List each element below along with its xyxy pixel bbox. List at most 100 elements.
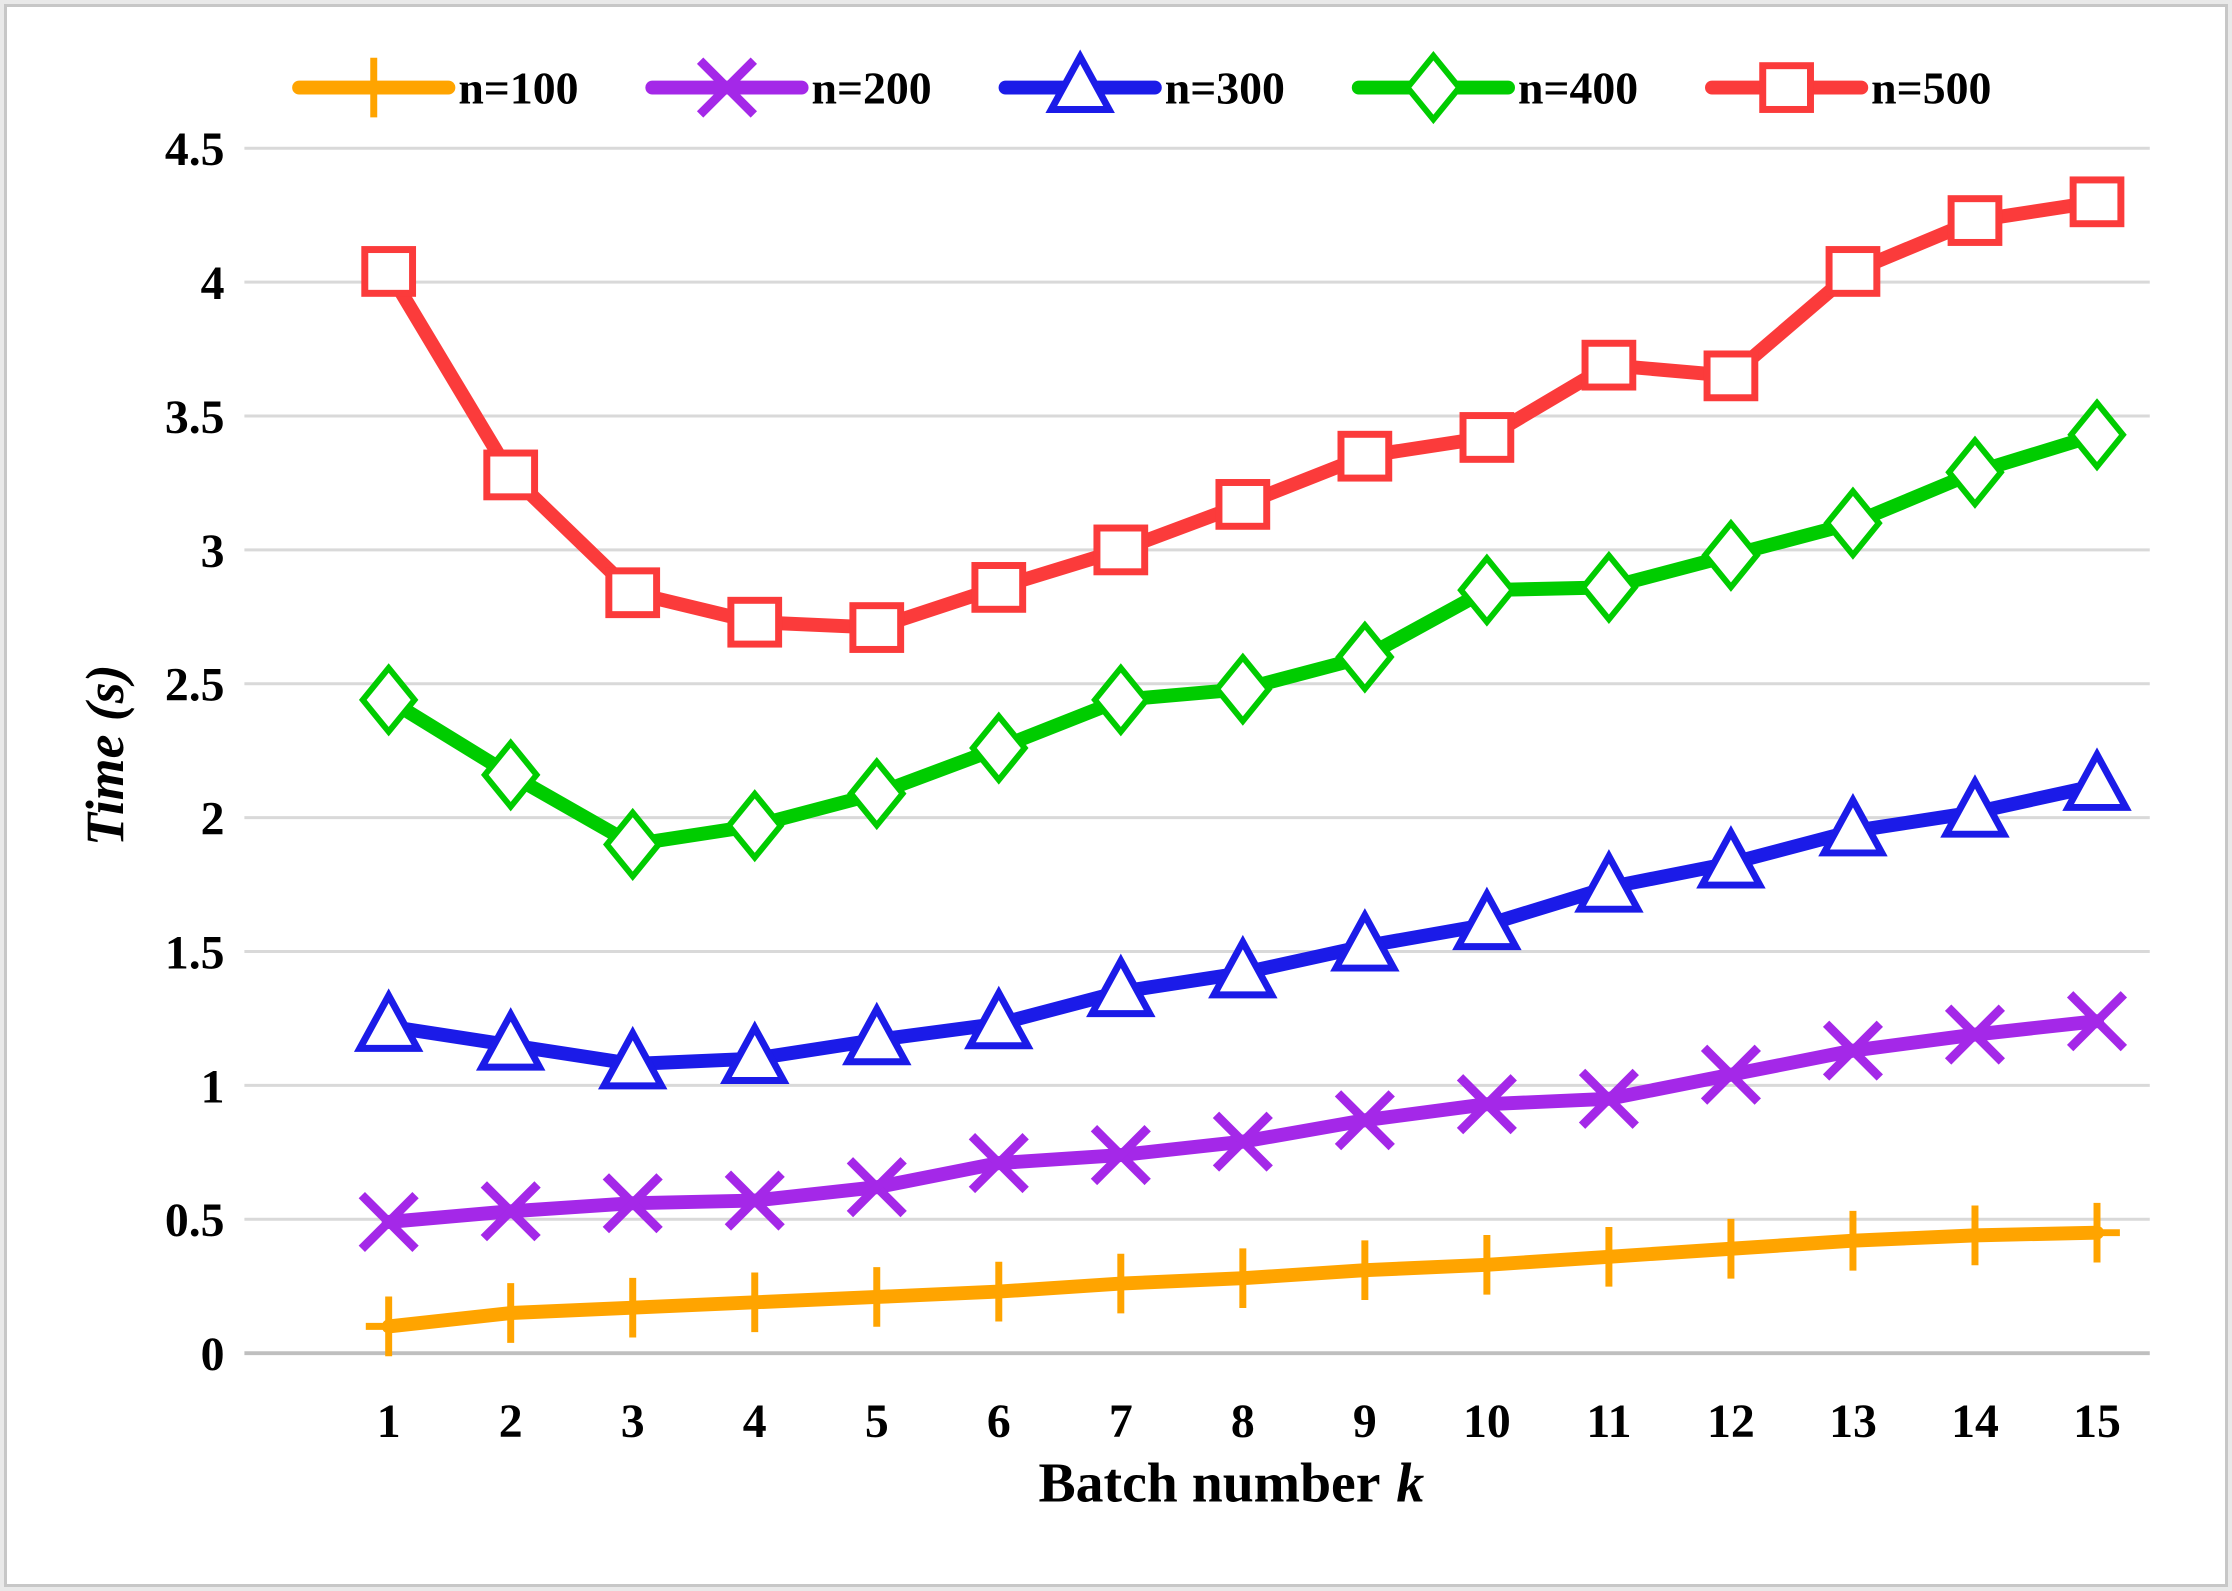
x-tick-label: 15 (2073, 1395, 2121, 1448)
marker-n=500-k9 (1337, 430, 1393, 482)
marker-n=200-k4 (724, 1170, 785, 1231)
marker-n=500-k15 (2069, 176, 2125, 228)
y-tick-label: 0.5 (165, 1194, 225, 1247)
marker-n=200-k11 (1578, 1068, 1639, 1129)
marker-n=200-k8 (1212, 1111, 1273, 1172)
marker-n=300-k14 (1940, 774, 2010, 838)
legend-label: n=200 (812, 62, 932, 113)
marker-n=500-k1 (361, 246, 417, 297)
marker-n=100-k9 (1341, 1240, 1388, 1301)
legend-item-n=500: n=500 (1705, 62, 1991, 113)
marker-n=200-k14 (1944, 1004, 2006, 1065)
x-tick-label: 5 (865, 1395, 889, 1448)
x-tick-label: 12 (1707, 1395, 1755, 1448)
series-n=500 (361, 176, 2125, 653)
marker-n=500-k7 (1093, 524, 1149, 576)
line-chart: 00.511.522.533.544.5 1 2 3 4 5 6 7 8 9 10 11 12 13 14… (75, 49, 2150, 1514)
x-tick-label: 10 (1463, 1395, 1511, 1448)
series-n=300 (353, 747, 2132, 1090)
marker-n=200-k2 (480, 1181, 541, 1242)
marker-n=100-k7 (1097, 1253, 1144, 1314)
x-tick-label: 14 (1951, 1395, 1999, 1448)
marker-n=100-k3 (609, 1277, 656, 1338)
marker-n=400-k2 (480, 738, 541, 812)
marker-n=400-k3 (603, 807, 663, 882)
marker-n=300-k8 (1208, 934, 1278, 999)
legend-label: n=400 (1518, 62, 1638, 113)
marker-n=400-k13 (1823, 486, 1883, 560)
marker-n=300-k15 (2062, 747, 2132, 811)
marker-n=400-k8 (1213, 652, 1273, 726)
marker-n=300-k1 (353, 988, 424, 1052)
marker-n=200-k6 (968, 1133, 1029, 1194)
y-tick-label: 0 (201, 1328, 225, 1381)
y-axis-tick-labels: 0 0.5 1 1.5 2 2.5 3 3.5 4 4.5 (165, 123, 225, 1381)
marker-n=300-k2 (475, 1007, 546, 1071)
legend-item-n=300: n=300 (998, 49, 1285, 113)
marker-n=500-k10 (1459, 412, 1515, 463)
marker-n=300-k7 (1086, 953, 1156, 1018)
marker-n=100-k6 (975, 1261, 1022, 1322)
x-tick-label: 4 (743, 1395, 767, 1448)
marker-n=400-k5 (847, 756, 907, 831)
marker-n=500-k11 (1581, 339, 1637, 391)
marker-n=500-k13 (1825, 246, 1881, 297)
legend-label: n=500 (1871, 62, 1991, 113)
marker-n=400-k12 (1701, 518, 1761, 592)
legend-item-n=200: n=200 (645, 57, 932, 118)
marker-n=300-k9 (1330, 908, 1400, 972)
legend-label: n=100 (458, 62, 578, 113)
marker-n=100-k4 (731, 1272, 778, 1333)
marker-n=100-k12 (1708, 1218, 1754, 1279)
x-tick-label: 9 (1353, 1395, 1377, 1448)
marker-n=100-k2 (487, 1283, 534, 1343)
marker-n=100-k14 (1952, 1205, 1998, 1266)
marker-n=400-k15 (2067, 398, 2127, 472)
marker-n=400-k6 (969, 711, 1029, 785)
marker-n=100-k13 (1830, 1210, 1876, 1271)
x-tick-label: 6 (987, 1395, 1011, 1448)
marker-n=300-k10 (1452, 886, 1522, 951)
marker-n=200-k13 (1822, 1020, 1883, 1081)
legend: n=100 n=200 n=300 n=400 n=500 (292, 49, 1991, 125)
x-tick-label: 2 (499, 1395, 523, 1448)
x-axis-tick-labels: 1 2 3 4 5 6 7 8 9 10 11 12 13 14 15 (377, 1395, 2121, 1448)
marker-n=200-k12 (1700, 1044, 1761, 1105)
marker-n=100-k10 (1464, 1234, 1510, 1295)
y-tick-label: 3.5 (165, 391, 225, 444)
marker-n=200-k10 (1456, 1074, 1517, 1135)
y-tick-label: 4.5 (165, 123, 225, 176)
marker-n=500-k12 (1703, 350, 1759, 402)
legend-triangle-marker-n=300 (1045, 49, 1115, 113)
legend-diamond-marker-n=400 (1403, 51, 1464, 125)
marker-n=400-k11 (1579, 550, 1639, 624)
marker-n=200-k9 (1334, 1090, 1395, 1151)
x-axis-title-variable: k (1396, 1452, 1424, 1514)
figure-frame (4, 4, 2228, 1587)
marker-n=100-k15 (2074, 1202, 2120, 1263)
x-tick-label: 11 (1586, 1395, 1631, 1448)
y-tick-label: 1.5 (165, 926, 225, 979)
y-axis-title: Time (s) (75, 664, 135, 845)
marker-n=400-k1 (358, 663, 419, 737)
marker-n=100-k11 (1586, 1226, 1632, 1287)
series-n=200 (358, 991, 2128, 1253)
x-axis-title-text: Batch number (1039, 1452, 1381, 1514)
legend-plus-marker-n=100 (350, 57, 397, 118)
legend-item-n=400: n=400 (1351, 51, 1638, 125)
marker-n=400-k7 (1091, 663, 1151, 737)
marker-n=300-k6 (964, 985, 1034, 1050)
legend-x-marker-n=200 (696, 57, 757, 118)
marker-n=100-k8 (1219, 1248, 1266, 1309)
marker-n=300-k3 (597, 1025, 668, 1090)
marker-n=200-k5 (846, 1157, 907, 1218)
legend-square-marker-n=500 (1759, 62, 1814, 113)
marker-n=300-k11 (1574, 849, 1644, 913)
x-tick-label: 3 (621, 1395, 645, 1448)
marker-n=100-k5 (853, 1267, 900, 1327)
y-tick-label: 4 (201, 257, 225, 310)
marker-n=200-k7 (1090, 1125, 1151, 1186)
x-tick-label: 1 (377, 1395, 401, 1448)
data-series (353, 176, 2132, 1357)
